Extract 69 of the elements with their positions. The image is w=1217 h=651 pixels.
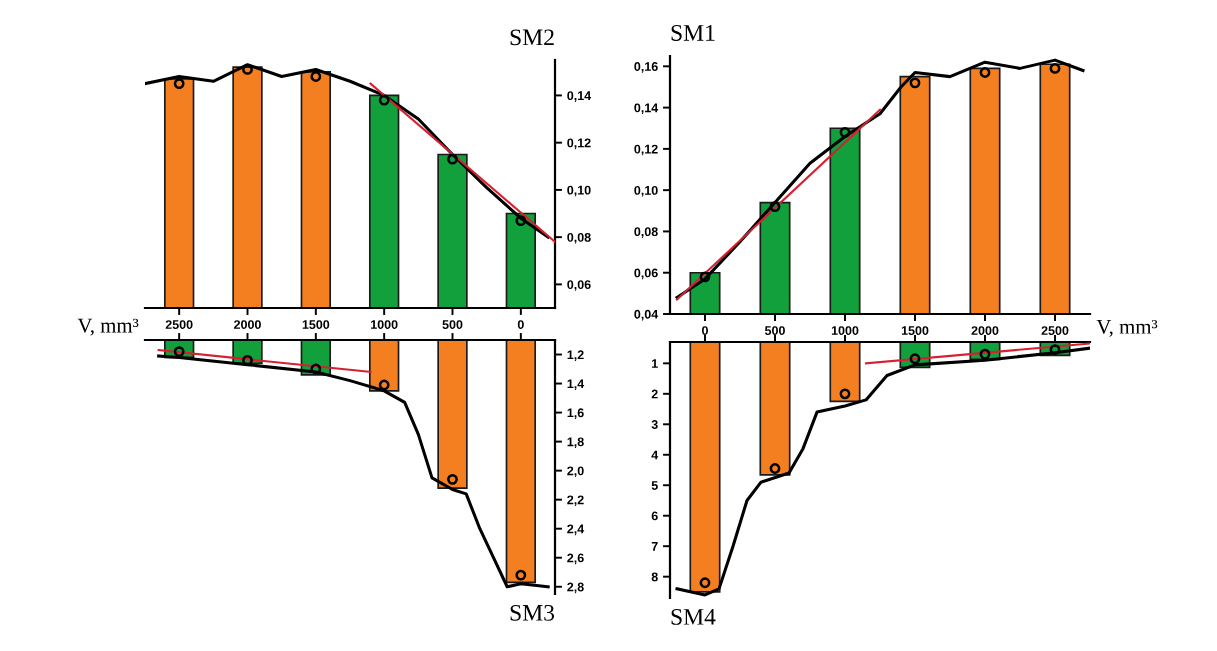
point bbox=[515, 569, 527, 581]
y-tick-label: 2,0 bbox=[567, 466, 584, 478]
line-series bbox=[145, 63, 550, 239]
y-tick-label: 2,4 bbox=[567, 524, 585, 536]
x-tick-label: 500 bbox=[764, 326, 785, 335]
line-series bbox=[675, 346, 1090, 597]
point bbox=[769, 201, 781, 213]
y-tick-label: 0,12 bbox=[567, 138, 591, 150]
chart-title: SM1 bbox=[671, 25, 715, 41]
point bbox=[447, 153, 458, 165]
y-tick-label: 0,06 bbox=[567, 280, 591, 291]
y-tick-label: 0,06 bbox=[634, 268, 658, 280]
point bbox=[699, 577, 711, 589]
y-tick-label: 2 bbox=[651, 389, 658, 399]
x-tick-label: 1000 bbox=[831, 326, 859, 335]
point bbox=[378, 379, 390, 391]
point bbox=[378, 94, 390, 106]
y-tick-label: 1,2 bbox=[567, 350, 584, 361]
y-tick-label: 0,08 bbox=[634, 227, 658, 238]
y-tick-label: 2,6 bbox=[567, 553, 584, 565]
y-tick-label: 3 bbox=[651, 420, 658, 429]
point bbox=[515, 215, 527, 227]
y-tick-label: 0,10 bbox=[567, 185, 591, 197]
line-series bbox=[675, 58, 1085, 300]
point bbox=[310, 71, 322, 82]
y-tick-label: 0,14 bbox=[567, 91, 592, 102]
point bbox=[173, 78, 185, 90]
point bbox=[1049, 62, 1061, 74]
point bbox=[979, 67, 991, 78]
y-tick-label: 0,14 bbox=[634, 103, 659, 115]
point bbox=[310, 363, 322, 375]
x-tick-label: 2000 bbox=[234, 320, 261, 329]
text: SM3 bbox=[510, 604, 555, 621]
x-tick-label: 2500 bbox=[1041, 326, 1069, 335]
point bbox=[909, 77, 921, 89]
y-tick-label: 2,2 bbox=[567, 495, 584, 507]
y-tick-label: 5 bbox=[651, 481, 658, 490]
text: SM4 bbox=[671, 608, 716, 625]
x-axis-title: V, mm³ bbox=[1096, 319, 1158, 337]
y-tick-label: 0,10 bbox=[634, 185, 658, 197]
x-tick-label: 0 bbox=[517, 320, 524, 329]
point bbox=[769, 463, 781, 474]
x-tick-label: 1000 bbox=[371, 320, 398, 329]
y-tick-label: 7 bbox=[651, 542, 658, 551]
point bbox=[242, 64, 253, 75]
x-tick-label: 1500 bbox=[901, 326, 929, 335]
y-tick-label: 8 bbox=[651, 572, 658, 582]
point bbox=[447, 473, 458, 485]
y-tick-label: 4 bbox=[651, 450, 659, 460]
x-tick-label: 0 bbox=[702, 326, 708, 335]
y-tick-label: 0,04 bbox=[634, 309, 659, 321]
y-tick-label: 1,4 bbox=[567, 379, 585, 391]
x-axis-title: V, mm³ bbox=[77, 318, 139, 336]
point bbox=[839, 388, 851, 400]
point bbox=[699, 271, 711, 283]
y-tick-label: 1,8 bbox=[567, 437, 584, 449]
chart-title: SM2 bbox=[510, 29, 554, 46]
y-tick-label: 0,08 bbox=[567, 232, 591, 244]
point bbox=[839, 126, 851, 138]
x-tick-label: 2000 bbox=[971, 326, 999, 335]
y-tick-label: 0,16 bbox=[634, 62, 658, 73]
y-tick-label: 0,12 bbox=[634, 144, 658, 156]
y-tick-label: 2,8 bbox=[567, 582, 584, 594]
y-tick-label: 6 bbox=[651, 511, 658, 521]
x-tick-label: 2500 bbox=[165, 320, 193, 329]
y-tick-label: 1 bbox=[652, 359, 658, 368]
x-tick-label: 500 bbox=[442, 320, 463, 329]
y-tick-label: 1,6 bbox=[567, 408, 584, 420]
x-tick-label: 1500 bbox=[302, 320, 330, 329]
